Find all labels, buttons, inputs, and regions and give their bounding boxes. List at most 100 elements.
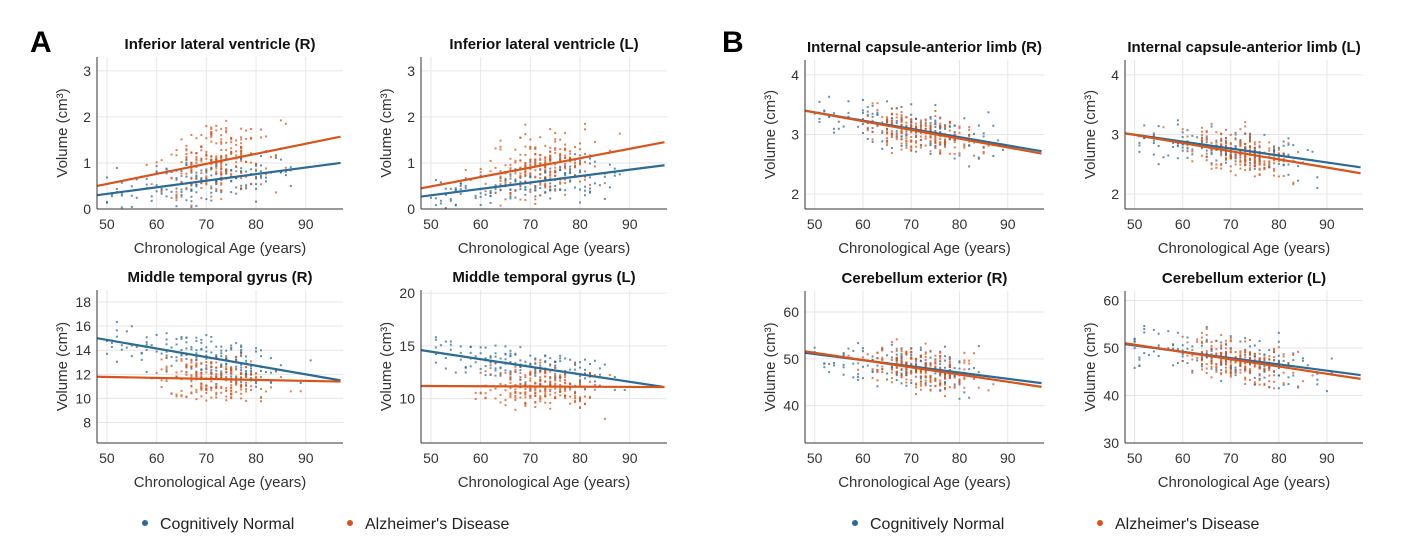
ad-point — [890, 359, 893, 362]
ad-point — [929, 124, 932, 127]
cn-point — [1186, 347, 1189, 350]
ad-point — [524, 174, 527, 177]
ad-point — [474, 391, 477, 394]
x-tick-label: 90 — [1000, 216, 1016, 232]
ad-point — [215, 129, 218, 132]
cn-point — [876, 111, 879, 114]
ad-point — [250, 388, 253, 391]
ad-point — [220, 387, 223, 390]
cn-point — [857, 373, 860, 376]
cn-point — [215, 354, 218, 357]
x-tick-label: 50 — [1127, 216, 1143, 232]
ad-point — [200, 371, 203, 374]
ad-point — [876, 379, 879, 382]
ad-point — [1205, 156, 1208, 159]
ad-point — [514, 408, 517, 411]
ad-point — [929, 388, 932, 391]
cn-point — [987, 111, 990, 114]
cn-point — [910, 354, 913, 357]
cn-point — [150, 195, 153, 198]
ad-point — [230, 384, 233, 387]
cn-point — [847, 115, 850, 118]
cn-point — [886, 378, 889, 381]
x-tick-label: 60 — [473, 450, 489, 466]
ad-point — [1249, 132, 1252, 135]
x-tick-label: 90 — [1000, 450, 1016, 466]
cn-point — [1143, 327, 1146, 330]
ad-point — [549, 156, 552, 159]
cn-point — [284, 174, 287, 177]
cn-point — [220, 355, 223, 358]
subplot-title: Middle temporal gyrus (R) — [127, 269, 312, 286]
x-tick-label: 90 — [298, 450, 314, 466]
cn-point — [205, 168, 208, 171]
ad-point — [564, 147, 567, 150]
ad-point — [185, 158, 188, 161]
ad-point — [934, 123, 937, 126]
cn-point — [289, 166, 292, 169]
cn-point — [474, 197, 477, 200]
ad-legend-marker — [1097, 520, 1103, 526]
ad-point — [499, 204, 502, 207]
ad-point — [509, 191, 512, 194]
cn-point — [240, 369, 243, 372]
ad-point — [1258, 366, 1261, 369]
cn-point — [504, 183, 507, 186]
cn-point — [1167, 330, 1170, 333]
ad-point — [915, 383, 918, 386]
cn-point — [434, 361, 437, 364]
cn-point — [190, 188, 193, 191]
cn-point — [842, 354, 845, 357]
cn-point — [588, 363, 591, 366]
cn-point — [269, 357, 272, 360]
cn-point — [554, 185, 557, 188]
ad-point — [499, 169, 502, 172]
cn-point — [489, 201, 492, 204]
ad-point — [240, 392, 243, 395]
cn-point — [544, 355, 547, 358]
ad-point — [269, 156, 272, 159]
ad-point — [180, 389, 183, 392]
cn-point — [489, 361, 492, 364]
ad-point — [225, 129, 228, 132]
ad-point — [539, 183, 542, 186]
ad-point — [948, 366, 951, 369]
ad-point — [1273, 351, 1276, 354]
cn-point — [255, 350, 258, 353]
ad-point — [549, 177, 552, 180]
ad-point — [1244, 367, 1247, 370]
cn-point — [584, 185, 586, 188]
cn-point — [1181, 355, 1184, 358]
ad-point — [205, 175, 208, 178]
ad-point — [190, 164, 193, 167]
cn-point — [881, 140, 884, 143]
ad-point — [1282, 382, 1285, 385]
ad-point — [574, 174, 577, 177]
cn-point — [579, 361, 582, 364]
cn-point — [519, 376, 522, 379]
ad-point — [494, 166, 497, 169]
ad-point — [499, 176, 502, 179]
ad-point — [499, 139, 502, 142]
ad-point — [554, 138, 557, 141]
ad-point — [479, 391, 482, 394]
ad-point — [554, 131, 557, 134]
cn-point — [240, 350, 243, 353]
ad-point — [1234, 163, 1237, 166]
ad-point — [489, 170, 492, 173]
cn-point — [895, 122, 898, 125]
ad-point — [519, 175, 522, 178]
ad-point — [866, 129, 869, 132]
cn-point — [1277, 359, 1280, 362]
ad-point — [574, 396, 577, 399]
ad-point — [1215, 166, 1218, 169]
ad-point — [1186, 341, 1189, 344]
cn-point — [529, 354, 532, 357]
ad-point — [890, 120, 893, 123]
ad-point — [1191, 150, 1194, 153]
ad-point — [554, 366, 557, 369]
cn-point — [499, 367, 502, 370]
ad-point — [215, 172, 218, 175]
cn-point — [444, 340, 447, 343]
ad-point — [1196, 357, 1199, 360]
